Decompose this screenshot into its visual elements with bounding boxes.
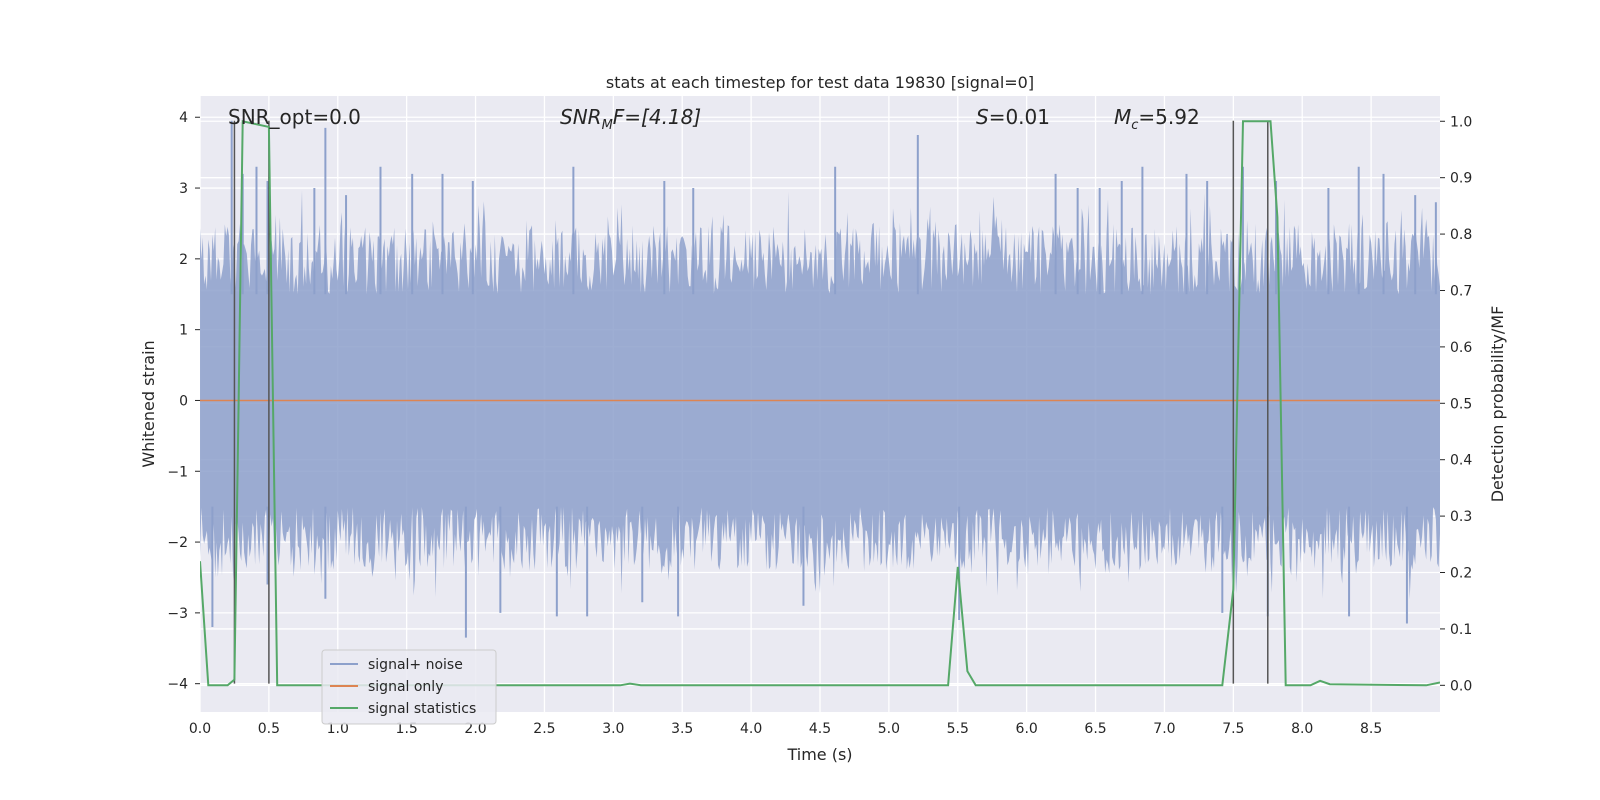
y-right-axis-title: Detection probability/MF: [1488, 306, 1507, 503]
y-right-tick-label: 0.8: [1450, 227, 1472, 243]
y-right-tick-label: 0.6: [1450, 340, 1472, 356]
x-tick-label: 2.0: [464, 721, 486, 737]
x-axis-title: Time (s): [786, 745, 852, 764]
annotation-s: S=0.01: [976, 105, 1050, 129]
y-left-tick-label: 0: [179, 393, 188, 409]
y-left-tick-label: 3: [179, 181, 188, 197]
x-tick-label: 0.0: [189, 721, 211, 737]
x-tick-label: 4.5: [809, 721, 831, 737]
y-right-tick-label: 0.5: [1450, 396, 1472, 412]
legend: signal+ noise signal only signal statist…: [321, 649, 497, 725]
y-right-tick-label: 0.9: [1450, 171, 1472, 187]
x-tick-label: 7.0: [1153, 721, 1175, 737]
x-tick-label: 7.5: [1222, 721, 1244, 737]
x-tick-label: 3.5: [671, 721, 693, 737]
x-tick-label: 6.5: [1084, 721, 1106, 737]
snr-mf-subscript: M: [602, 118, 613, 133]
chart-title: stats at each timestep for test data 198…: [606, 73, 1034, 92]
mc-symbol: M: [1114, 105, 1131, 129]
y-right-tick-label: 0.3: [1450, 509, 1472, 525]
legend-box: [321, 649, 497, 725]
legend-label-signal-statistics: signal statistics: [368, 701, 476, 717]
annotation-mc: Mc=5.92: [1114, 105, 1200, 133]
annotation-snr-mf: SNRMF=[4.18]: [560, 105, 701, 133]
signal-statistics-series: [200, 120, 1440, 687]
signal-noise-series: [200, 190, 1440, 600]
y-left-tick-label: −4: [167, 677, 188, 693]
y-left-tick-label: 1: [179, 323, 188, 339]
mc-subscript: c: [1131, 118, 1138, 133]
signal-noise-spikes: [211, 120, 1437, 638]
legend-label-signal-only: signal only: [368, 679, 443, 695]
y-right-tick-label: 0.4: [1450, 453, 1472, 469]
snr-mf-rest: F=[4.18]: [613, 105, 701, 129]
y-left-tick-label: −3: [167, 606, 188, 622]
y-left-tick-label: 4: [179, 110, 188, 126]
x-tick-label: 8.0: [1291, 721, 1313, 737]
x-tick-label: 2.5: [533, 721, 555, 737]
s-value: =0.01: [989, 105, 1050, 129]
y-right-tick-label: 1.0: [1450, 114, 1472, 130]
y-right-tick-label: 0.0: [1450, 678, 1472, 694]
y-left-tick-label: −2: [167, 535, 188, 551]
x-tick-label: 8.5: [1360, 721, 1382, 737]
annotation-snr-opt: SNR_opt=0.0: [228, 105, 361, 129]
x-tick-label: 5.0: [878, 721, 900, 737]
x-tick-label: 4.0: [740, 721, 762, 737]
y-left-axis-title: Whitened strain: [139, 340, 158, 467]
x-tick-label: 1.0: [327, 721, 349, 737]
mc-value: =5.92: [1138, 105, 1199, 129]
x-tick-label: 0.5: [258, 721, 280, 737]
x-tick-label: 6.0: [1016, 721, 1038, 737]
snr-mf-symbol: SNR: [560, 105, 602, 129]
x-tick-label: 5.5: [947, 721, 969, 737]
y-right-tick-labels: 1.0 0.9 0.8 0.7 0.6 0.5 0.4 0.3 0.2 0.1 0.0: [1440, 114, 1472, 694]
y-left-tick-label: −1: [167, 464, 188, 480]
x-tick-label: 1.5: [396, 721, 418, 737]
y-right-tick-label: 0.1: [1450, 622, 1472, 638]
y-left-tick-label: 2: [179, 252, 188, 268]
x-tick-labels: 0.0 0.5 1.0 1.5 2.0 2.5 3.0 3.5 4.0 4.5 5.0 5.5 6.0 6…: [189, 721, 1382, 737]
y-right-tick-label: 0.2: [1450, 566, 1472, 582]
y-right-tick-label: 0.7: [1450, 283, 1472, 299]
s-symbol: S: [976, 105, 989, 129]
y-left-tick-labels: 4 3 2 1 0 −1 −2 −3 −4: [167, 110, 200, 693]
x-tick-label: 3.0: [602, 721, 624, 737]
legend-label-signal-noise: signal+ noise: [368, 657, 463, 673]
